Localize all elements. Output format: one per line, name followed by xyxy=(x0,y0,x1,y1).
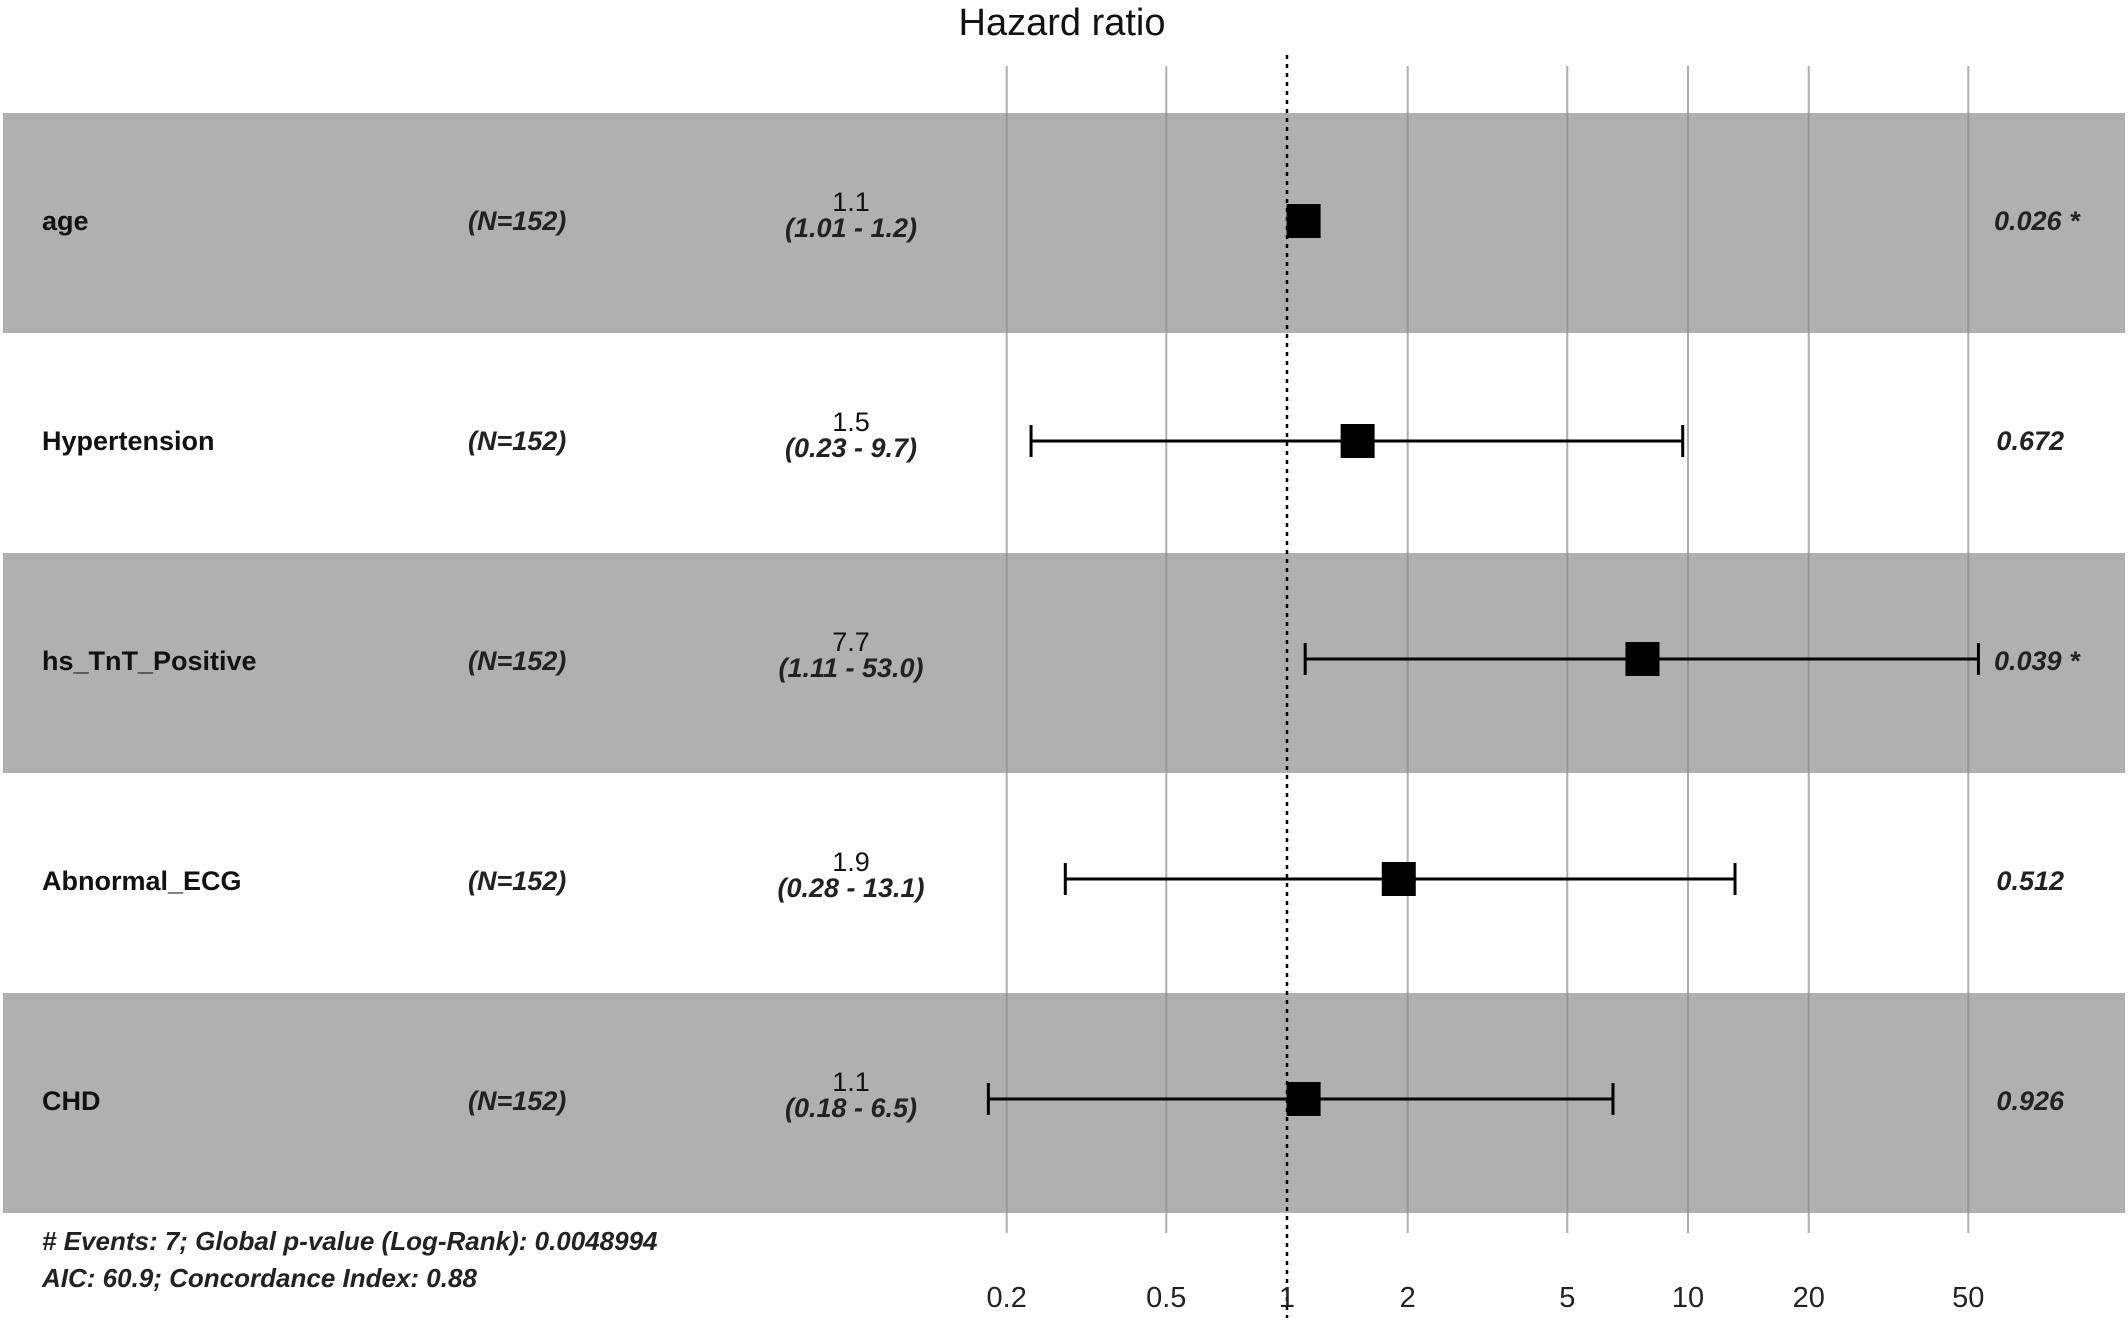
x-tick-label: 20 xyxy=(1792,1282,1825,1314)
row-variable: Abnormal_ECG xyxy=(42,866,242,896)
row-pvalue: 0.672 xyxy=(1996,426,2064,456)
row-variable: CHD xyxy=(42,1086,101,1116)
row-band xyxy=(3,553,2125,773)
hr-marker xyxy=(1625,642,1660,676)
row-hr: 1.9 xyxy=(832,847,870,877)
x-tick-label: 5 xyxy=(1559,1282,1576,1314)
x-tick-label: 50 xyxy=(1952,1282,1985,1314)
row-hr: 1.1 xyxy=(832,187,870,217)
row-band xyxy=(3,113,2125,333)
row-pvalue: 0.926 xyxy=(1996,1086,2064,1116)
row-n: (N=152) xyxy=(468,1086,567,1116)
x-tick-label: 0.2 xyxy=(986,1282,1027,1314)
hr-marker xyxy=(1340,424,1375,458)
x-tick-label: 10 xyxy=(1671,1282,1705,1314)
row-variable: age xyxy=(42,206,89,236)
row-ci: (1.01 - 1.2) xyxy=(784,213,918,243)
hr-marker xyxy=(1381,862,1416,896)
chart-title: Hazard ratio xyxy=(958,2,1166,44)
row-n: (N=152) xyxy=(468,206,567,236)
row-pvalue: 0.026 * xyxy=(1994,206,2080,236)
footer-events: # Events: 7; Global p-value (Log-Rank): … xyxy=(42,1226,658,1256)
row-hr: 1.5 xyxy=(832,407,870,437)
row-variable: Hypertension xyxy=(42,426,215,456)
row-n: (N=152) xyxy=(468,426,567,456)
x-tick-label: 1 xyxy=(1278,1282,1296,1314)
row-hr: 7.7 xyxy=(832,627,870,657)
row-ci: (0.23 - 9.7) xyxy=(784,433,918,463)
row-ci: (1.11 - 53.0) xyxy=(778,653,924,683)
row-pvalue: 0.039 * xyxy=(1994,646,2080,676)
x-tick-label: 2 xyxy=(1399,1282,1416,1314)
row-ci: (0.18 - 6.5) xyxy=(784,1093,918,1123)
hr-marker xyxy=(1286,204,1321,238)
row-n: (N=152) xyxy=(468,866,567,896)
row-pvalue: 0.512 xyxy=(1996,866,2064,896)
row-ci: (0.28 - 13.1) xyxy=(777,873,925,903)
row-n: (N=152) xyxy=(468,646,567,676)
x-tick-label: 0.5 xyxy=(1146,1282,1187,1314)
row-variable: hs_TnT_Positive xyxy=(42,646,257,676)
row-hr: 1.1 xyxy=(832,1067,870,1097)
hr-marker xyxy=(1286,1082,1321,1116)
row-band xyxy=(3,993,2125,1213)
footer-aic: AIC: 60.9; Concordance Index: 0.88 xyxy=(42,1263,477,1293)
